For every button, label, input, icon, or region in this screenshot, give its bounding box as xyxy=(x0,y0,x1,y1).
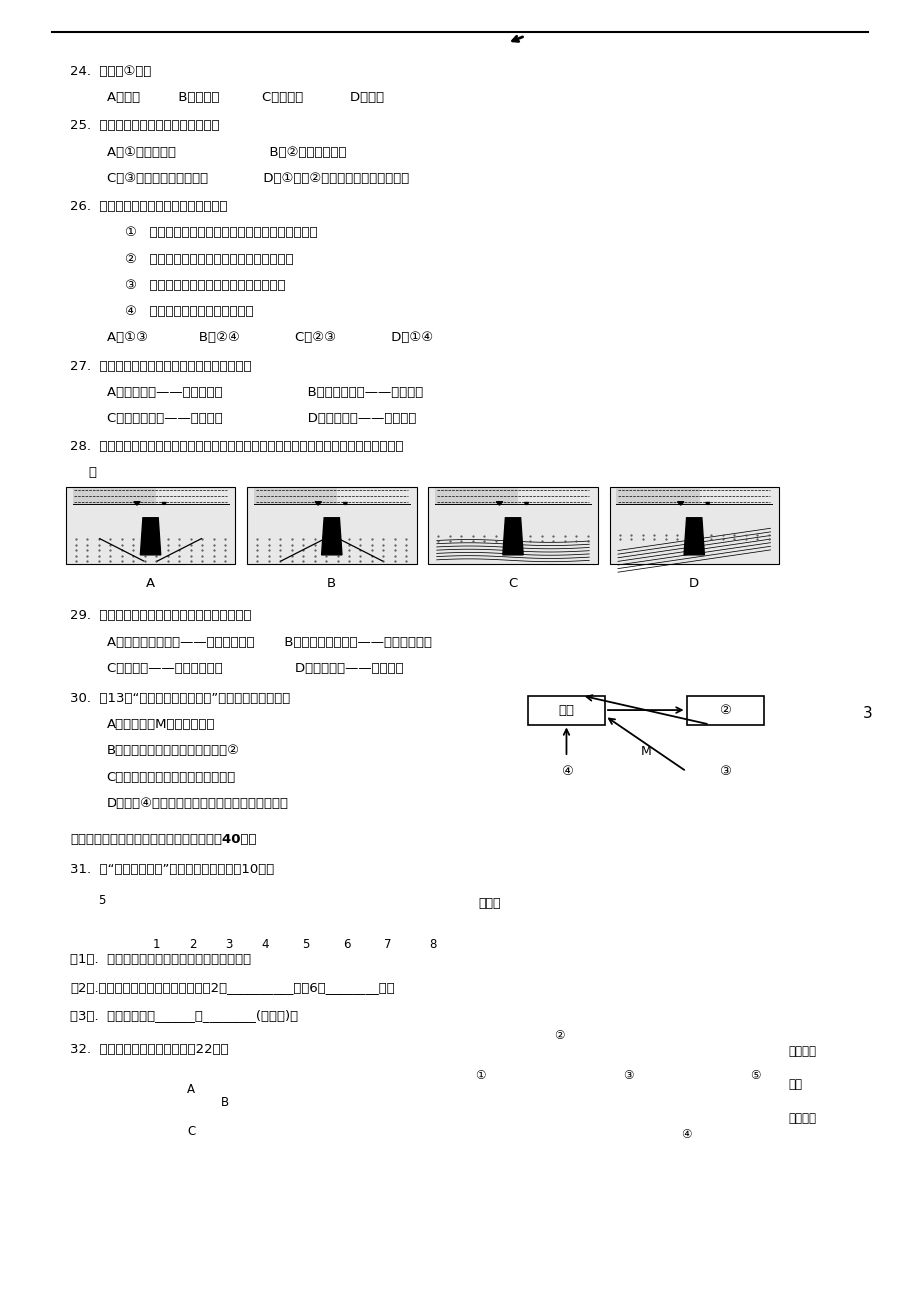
Text: 北回归线: 北回归线 xyxy=(788,1044,815,1057)
Text: D．岩石④的种类很多，常见的有花岗岩和玄武岩: D．岩石④的种类很多，常见的有花岗岩和玄武岩 xyxy=(107,797,289,810)
Text: M: M xyxy=(640,746,651,759)
Text: 28.  选择坝址是建筑水库的关键之一，除地形等因素外，下列四种地质构造中最宜建大坝的: 28. 选择坝址是建筑水库的关键之一，除地形等因素外，下列四种地质构造中最宜建大… xyxy=(70,440,403,453)
Text: C．风化壳——风力侵蚀作用                 D．风蚀蘑菇——风化作用: C．风化壳——风力侵蚀作用 D．风蚀蘑菇——风化作用 xyxy=(107,661,403,674)
Text: 31.  读“太阳系模式图”，完成下列要求。（10分）: 31. 读“太阳系模式图”，完成下列要求。（10分） xyxy=(70,863,275,876)
Text: B．具有层理构造和化石的岩石是②: B．具有层理构造和化石的岩石是② xyxy=(107,745,239,758)
Text: （3）.  小行星带位于______和________(填数字)。: （3）. 小行星带位于______和________(填数字)。 xyxy=(70,1009,298,1022)
Text: A．云贵高原的溶洞——流水沉积作用       B．黄土高原的沟壑——流水侵蚀作用: A．云贵高原的溶洞——流水沉积作用 B．黄土高原的沟壑——流水侵蚀作用 xyxy=(107,635,431,648)
Text: ③: ③ xyxy=(622,1069,633,1082)
Text: ①   水圈是由不同形式的水体构成的一个连续的圈层: ① 水圈是由不同形式的水体构成的一个连续的圈层 xyxy=(125,227,317,240)
Text: ④   生物圈是由动植物构成的圈层: ④ 生物圈是由动植物构成的圈层 xyxy=(125,305,253,318)
Text: 27.  因碰撞挤压形成喜马拉雅山脉的两大板块是: 27. 因碰撞挤压形成喜马拉雅山脉的两大板块是 xyxy=(70,359,252,372)
Text: 6: 6 xyxy=(343,939,350,952)
Text: （1）.  在图中表示出八大行星绕日公转的方向。: （1）. 在图中表示出八大行星绕日公转的方向。 xyxy=(70,953,251,966)
Bar xyxy=(247,487,416,564)
Polygon shape xyxy=(684,518,704,555)
Text: ①: ① xyxy=(474,1069,484,1082)
Text: ⑤: ⑤ xyxy=(749,1069,760,1082)
Text: ④: ④ xyxy=(681,1128,691,1141)
Text: ②   水圈是主要由淡水构成的一个连续的圈层: ② 水圈是主要由淡水构成的一个连续的圈层 xyxy=(125,253,293,266)
Text: ②: ② xyxy=(554,1030,564,1043)
Bar xyxy=(609,487,778,564)
Text: 冥王星: 冥王星 xyxy=(478,897,500,910)
Polygon shape xyxy=(503,518,523,555)
Text: 南回归线: 南回归线 xyxy=(788,1112,815,1125)
Text: ④: ④ xyxy=(560,766,572,779)
Polygon shape xyxy=(676,501,683,505)
Polygon shape xyxy=(705,503,709,505)
Text: 3: 3 xyxy=(225,939,233,952)
Ellipse shape xyxy=(128,1051,257,1169)
Polygon shape xyxy=(343,503,347,505)
Bar xyxy=(73,488,156,504)
Bar xyxy=(616,488,699,504)
Text: C: C xyxy=(187,1125,196,1138)
Text: 4: 4 xyxy=(261,939,268,952)
Text: 26.  有关水圈和生物圈特点的正确叙述有: 26. 有关水圈和生物圈特点的正确叙述有 xyxy=(70,201,228,214)
Text: B: B xyxy=(221,1096,229,1109)
Text: ③   生物圈是地球生物及其生存环境的总称: ③ 生物圈是地球生物及其生存环境的总称 xyxy=(125,279,285,292)
Text: 29.  下列地貌的形成与其外力作用组合正确的是: 29. 下列地貌的形成与其外力作用组合正确的是 xyxy=(70,609,252,622)
Text: A: A xyxy=(146,577,155,590)
Text: 1: 1 xyxy=(153,939,160,952)
Text: C: C xyxy=(508,577,517,590)
Polygon shape xyxy=(133,501,140,505)
Text: A．①③            B．②④             C．②③             D．①④: A．①③ B．②④ C．②③ D．①④ xyxy=(107,332,432,345)
Text: 5: 5 xyxy=(98,894,106,907)
Polygon shape xyxy=(162,503,166,505)
Text: ③: ③ xyxy=(719,766,731,779)
Text: 7: 7 xyxy=(383,939,391,952)
Text: 3: 3 xyxy=(862,706,871,721)
Text: C．③层主要由铁、镍组成             D．①层与②层的分界面称为古登堡面: C．③层主要由铁、镍组成 D．①层与②层的分界面称为古登堡面 xyxy=(107,172,408,185)
Polygon shape xyxy=(314,501,321,505)
Text: 5: 5 xyxy=(302,939,310,952)
Text: 30.  图13为“地壳物质循环示意图”，下列说法正确的是: 30. 图13为“地壳物质循环示意图”，下列说法正确的是 xyxy=(70,691,290,704)
Text: （2）.写出数字所代表的行星的名称。2是__________星，6是________星。: （2）.写出数字所代表的行星的名称。2是__________星，6是______… xyxy=(70,982,394,995)
Text: 二、综合题：请将答案写在答题纸上。（共40分）: 二、综合题：请将答案写在答题纸上。（共40分） xyxy=(70,833,256,846)
Polygon shape xyxy=(322,518,342,555)
Text: 25.  关于上图中各层的叙述，正确的是: 25. 关于上图中各层的叙述，正确的是 xyxy=(70,120,220,133)
Text: D: D xyxy=(688,577,698,590)
Text: A．图中箭头M表示外力作用: A．图中箭头M表示外力作用 xyxy=(107,719,215,732)
Text: A．①层厚度均匀                      B．②层称为岩石圈: A．①层厚度均匀 B．②层称为岩石圈 xyxy=(107,146,346,159)
Circle shape xyxy=(83,885,121,917)
Text: C．三大类岩石之间可直接相互转化: C．三大类岩石之间可直接相互转化 xyxy=(107,771,235,784)
Bar xyxy=(686,695,763,724)
Text: 是: 是 xyxy=(88,466,96,479)
Text: B: B xyxy=(327,577,336,590)
Polygon shape xyxy=(141,518,161,555)
Bar xyxy=(528,756,605,786)
Bar xyxy=(428,487,597,564)
Text: C．印度洋板块——亚欧板块                    D．非洲板块——亚欧板块: C．印度洋板块——亚欧板块 D．非洲板块——亚欧板块 xyxy=(107,413,415,426)
Bar xyxy=(528,695,605,724)
Text: A．地壳         B．上地幔          C．下地幔           D．地核: A．地壳 B．上地幔 C．下地幔 D．地核 xyxy=(107,91,383,104)
Polygon shape xyxy=(524,503,528,505)
Text: ②: ② xyxy=(719,703,731,716)
Text: 岩浆: 岩浆 xyxy=(558,703,573,716)
Bar xyxy=(435,488,518,504)
Text: 8: 8 xyxy=(428,939,436,952)
Text: 24.  上图中①表示: 24. 上图中①表示 xyxy=(70,65,152,78)
Text: A．亚欧板块——太平洋板块                    B．印度洋板块——非洲板块: A．亚欧板块——太平洋板块 B．印度洋板块——非洲板块 xyxy=(107,385,423,398)
Bar xyxy=(254,488,337,504)
Bar xyxy=(66,487,235,564)
Text: 32.  读下图，完成下列要求。（22分）: 32. 读下图，完成下列要求。（22分） xyxy=(70,1043,229,1056)
Bar xyxy=(686,756,763,786)
Text: A: A xyxy=(187,1083,195,1096)
Polygon shape xyxy=(495,501,502,505)
Text: 2: 2 xyxy=(188,939,197,952)
Text: 赤道: 赤道 xyxy=(788,1078,801,1091)
